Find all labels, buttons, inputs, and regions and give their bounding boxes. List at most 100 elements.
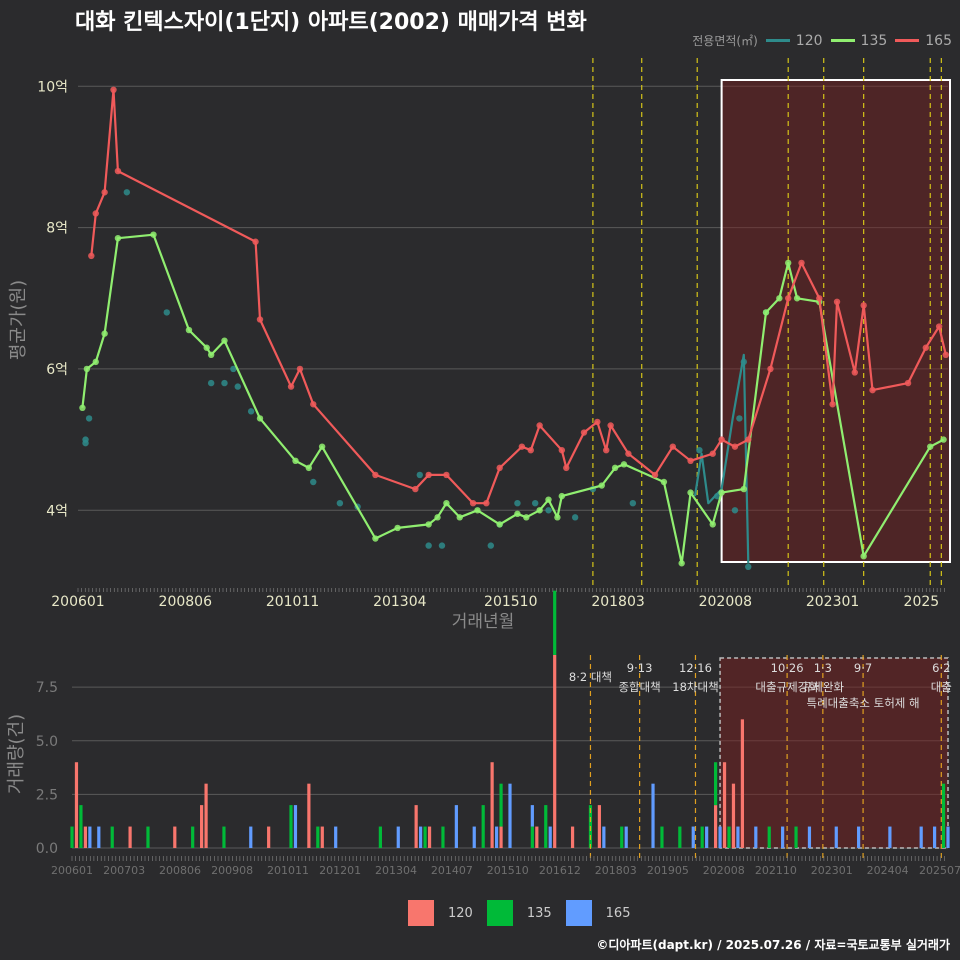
series-point-165-28: [669, 443, 676, 450]
bottom-highlight-box: [719, 657, 949, 849]
series-point-120-15: [438, 542, 446, 549]
bar-135-17: [620, 826, 624, 848]
bar-135-13: [530, 826, 534, 848]
series-point-135-21: [496, 521, 503, 528]
series-point-135-11: [292, 457, 299, 464]
bar-135-5: [222, 826, 226, 848]
series-point-120-24: [696, 447, 703, 454]
bar-120-9: [414, 805, 418, 848]
bottom-x-tick-label-4: 201011: [267, 864, 309, 877]
bottom-x-tick-label-2: 200806: [159, 864, 201, 877]
bottom-x-tick-label-0: 200601: [51, 864, 93, 877]
series-point-120-27: [736, 415, 743, 422]
bar-165-26: [919, 826, 923, 848]
series-point-165-40: [851, 369, 858, 376]
top-y-tick-label-2: 8억: [46, 221, 68, 237]
legend-swatch-165: [565, 900, 592, 926]
series-point-135-43: [927, 443, 934, 450]
series-point-135-30: [620, 461, 628, 468]
top-x-tick-label-6: 202008: [699, 594, 752, 610]
series-point-120-20: [545, 507, 552, 514]
bar-135-14: [544, 805, 548, 848]
series-point-165-1: [92, 210, 99, 217]
series-point-165-2: [101, 189, 108, 196]
series-point-120-8: [234, 383, 241, 390]
series-point-165-13: [443, 471, 450, 479]
series-point-135-17: [434, 514, 441, 521]
series-point-165-33: [745, 436, 752, 443]
bar-120-10: [427, 826, 432, 848]
bar-120-16: [597, 805, 601, 848]
bar-165-23: [834, 826, 838, 848]
series-point-165-43: [904, 379, 912, 387]
legend-text-120: 120: [795, 32, 823, 49]
series-point-135-7: [203, 344, 210, 351]
bar-165-4: [334, 826, 338, 848]
series-point-165-30: [709, 450, 716, 457]
legend-item-135: 135: [830, 33, 887, 49]
series-point-135-9: [221, 337, 228, 344]
bar-165-18: [718, 826, 722, 848]
bottom-x-tick-label-15: 202404: [867, 864, 909, 877]
series-point-135-22: [514, 510, 521, 517]
top-x-tick-label-2: 201011: [266, 594, 319, 610]
legend-text-165: 165: [925, 32, 952, 49]
bottom-x-tick-label-7: 201407: [431, 864, 473, 877]
series-point-135-14: [372, 535, 379, 542]
bar-120-17: [713, 805, 718, 848]
top-y-tick-label-1: 6억: [46, 362, 68, 378]
series-point-165-24: [603, 447, 610, 454]
series-point-120-1: [85, 415, 93, 422]
series-point-165-27: [651, 471, 659, 479]
bar-120-18: [722, 762, 727, 848]
bar-135-2: [110, 826, 114, 848]
policy-date-label-0: 8·2 대책: [569, 670, 612, 684]
series-point-135-42: [860, 553, 867, 560]
series-point-135-20: [474, 507, 481, 514]
series-point-165-45: [935, 323, 943, 330]
series-point-165-25: [607, 422, 614, 429]
top-x-tick-label-8: 2025: [904, 594, 940, 610]
series-point-135-10: [256, 415, 264, 422]
series-point-135-29: [611, 464, 619, 472]
series-point-120-6: [221, 379, 228, 387]
series-point-165-3: [110, 86, 117, 94]
policy-text-label-4: 규제완화: [802, 680, 845, 694]
policy-text-label-6: 대출: [931, 680, 952, 694]
policy-date-label-6: 6·2: [932, 661, 950, 675]
series-point-135-4: [114, 235, 122, 242]
legend-bottom-item-165: 165: [565, 900, 630, 926]
series-point-165-20: [558, 447, 566, 454]
bottom-x-tick-label-5: 201201: [319, 864, 361, 877]
bar-165-13: [602, 826, 606, 848]
series-point-165-14: [469, 500, 477, 507]
series-point-165-11: [412, 485, 419, 493]
bottom-x-tick-label-16: 202507: [919, 864, 960, 877]
top-x-tick-label-1: 200806: [159, 594, 213, 610]
policy-text-label-5: 특례대출축소 토허제 해: [807, 696, 920, 710]
series-point-135-24: [536, 507, 543, 514]
series-point-135-37: [762, 309, 770, 316]
bar-135-0: [70, 826, 74, 848]
bar-165-8: [472, 826, 476, 848]
series-point-120-4: [163, 309, 170, 316]
series-point-120-16: [487, 542, 495, 549]
bar-165-10: [508, 783, 512, 848]
series-point-165-12: [425, 471, 432, 479]
series-point-120-23: [629, 500, 637, 507]
bar-120-12: [499, 826, 503, 848]
legend-line-120: [765, 39, 790, 42]
legend-item-120: 120: [765, 32, 823, 49]
series-point-135-3: [101, 330, 108, 337]
bottom-y-tick-label-2: 5.0: [36, 734, 58, 750]
bar-135-19: [678, 826, 682, 848]
series-point-120-2: [82, 439, 89, 447]
bar-135-8: [378, 826, 382, 848]
bar-165-1: [97, 826, 101, 848]
legend-bottom-item-120: 120: [408, 900, 473, 926]
bar-165-7: [454, 805, 458, 848]
bar-120-20: [740, 719, 745, 848]
series-point-120-10: [310, 478, 317, 486]
policy-text-label-3: 대출규제강화: [755, 680, 819, 694]
